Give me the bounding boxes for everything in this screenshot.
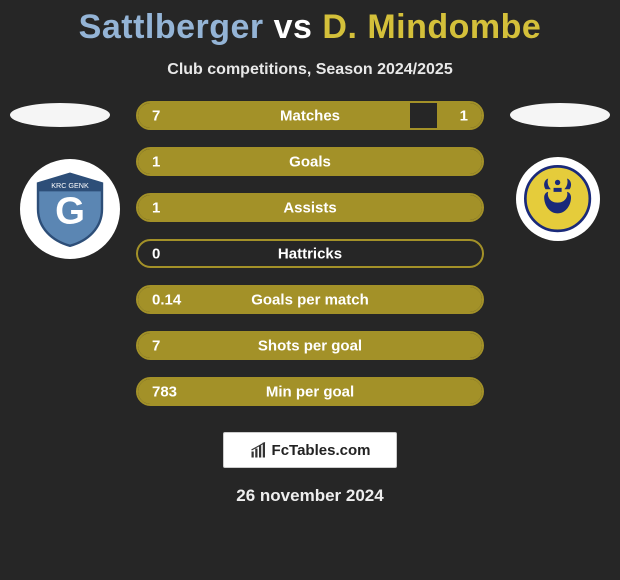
stat-value-left: 1 xyxy=(152,153,160,170)
stat-row: 7 Shots per goal xyxy=(136,331,484,360)
stat-metric-label: Hattricks xyxy=(278,245,342,262)
comparison-title: Sattlberger vs D. Mindombe xyxy=(0,0,620,47)
shield-icon: G KRC GENK xyxy=(30,169,110,249)
stat-metric-label: Matches xyxy=(280,107,340,124)
bar-gap xyxy=(410,103,438,128)
team-left-badge: G KRC GENK xyxy=(20,159,120,259)
fctables-logo: FcTables.com xyxy=(223,432,397,468)
stat-row: 1 Assists xyxy=(136,193,484,222)
stat-value-left: 1 xyxy=(152,199,160,216)
stat-metric-label: Assists xyxy=(283,199,336,216)
stat-value-left: 7 xyxy=(152,107,160,124)
svg-text:KRC GENK: KRC GENK xyxy=(51,181,89,190)
stats-rows: 7 1 Matches 1 Goals 1 Assists 0 Hattricks 0.14 Goa… xyxy=(136,101,484,406)
fctables-text: FcTables.com xyxy=(272,442,371,459)
shield-icon xyxy=(524,165,591,232)
stat-row: 0.14 Goals per match xyxy=(136,285,484,314)
player-right-photo-placeholder xyxy=(510,103,610,127)
stat-metric-label: Min per goal xyxy=(266,383,354,400)
stat-row: 0 Hattricks xyxy=(136,239,484,268)
stat-row: 7 1 Matches xyxy=(136,101,484,130)
vs-text: vs xyxy=(274,8,313,46)
season-subtitle: Club competitions, Season 2024/2025 xyxy=(0,61,620,79)
team-right-badge xyxy=(516,157,600,241)
stat-value-left: 0 xyxy=(152,245,160,262)
stat-value-left: 7 xyxy=(152,337,160,354)
stat-value-left: 0.14 xyxy=(152,291,181,308)
stat-metric-label: Goals xyxy=(289,153,331,170)
comparison-area: G KRC GENK 7 1 Matches 1 Goals 1 Assists 0 Hattr… xyxy=(0,101,620,406)
stat-row: 783 Min per goal xyxy=(136,377,484,406)
comparison-date: 26 november 2024 xyxy=(0,486,620,506)
chart-bars-icon xyxy=(250,441,268,459)
stat-row: 1 Goals xyxy=(136,147,484,176)
stat-metric-label: Goals per match xyxy=(251,291,369,308)
player-right-name: D. Mindombe xyxy=(322,8,541,46)
bar-fill-left xyxy=(138,103,410,128)
stat-value-right: 1 xyxy=(460,107,468,124)
stat-metric-label: Shots per goal xyxy=(258,337,362,354)
player-left-name: Sattlberger xyxy=(79,8,264,46)
player-left-photo-placeholder xyxy=(10,103,110,127)
svg-text:G: G xyxy=(55,189,85,232)
stat-value-left: 783 xyxy=(152,383,177,400)
